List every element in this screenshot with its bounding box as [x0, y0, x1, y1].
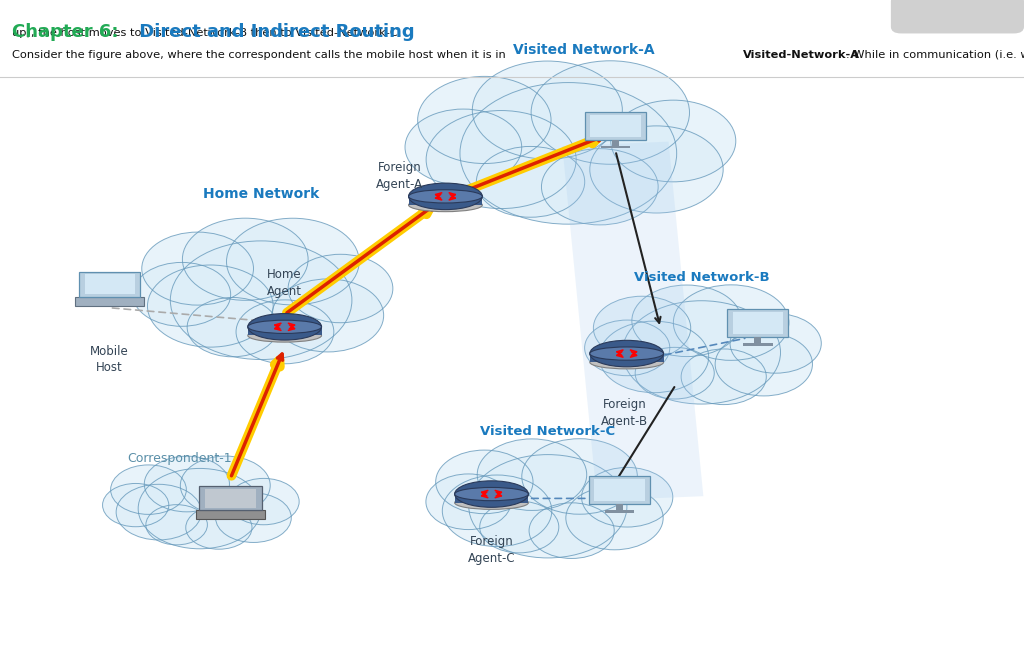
Polygon shape: [248, 327, 322, 335]
Bar: [743, 343, 772, 346]
Bar: [85, 274, 134, 294]
Bar: [205, 488, 256, 508]
Text: Foreign
Agent-A: Foreign Agent-A: [376, 161, 423, 191]
Text: Visited Network-A: Visited Network-A: [513, 43, 654, 57]
Bar: [199, 486, 262, 510]
Ellipse shape: [248, 329, 322, 342]
Bar: [601, 146, 630, 149]
Ellipse shape: [455, 481, 528, 507]
Bar: [589, 476, 650, 504]
Text: Home Network: Home Network: [203, 187, 319, 201]
Bar: [605, 510, 634, 513]
Ellipse shape: [590, 356, 664, 369]
Bar: [590, 115, 641, 137]
Text: Mobile
Host: Mobile Host: [90, 345, 129, 374]
Ellipse shape: [409, 190, 482, 203]
Text: Chapter 6:: Chapter 6:: [12, 23, 119, 41]
Text: Home
Agent: Home Agent: [267, 268, 302, 298]
Text: Visited Network-B: Visited Network-B: [634, 271, 769, 284]
Bar: [75, 296, 144, 306]
Bar: [732, 312, 783, 334]
Ellipse shape: [590, 347, 664, 360]
Bar: [611, 140, 620, 147]
Ellipse shape: [248, 320, 322, 333]
Ellipse shape: [409, 199, 482, 211]
Text: Correspondent-1: Correspondent-1: [127, 452, 231, 465]
Polygon shape: [562, 142, 703, 500]
Text: Consider the figure above, where the correspondent calls the mobile host when it: Consider the figure above, where the cor…: [12, 50, 510, 60]
Ellipse shape: [248, 314, 322, 340]
Bar: [727, 309, 788, 337]
Polygon shape: [590, 354, 664, 362]
Bar: [615, 504, 624, 511]
Text: Visited Network-C: Visited Network-C: [480, 425, 615, 438]
Ellipse shape: [455, 496, 528, 509]
Text: Visited-Network-A: Visited-Network-A: [743, 50, 860, 60]
Text: up), the host moves to Visited-Network-B then to Visited-Network-C.: up), the host moves to Visited-Network-B…: [12, 28, 401, 38]
Ellipse shape: [409, 183, 482, 209]
Bar: [79, 272, 140, 297]
Bar: [754, 337, 762, 344]
Polygon shape: [409, 197, 482, 205]
Ellipse shape: [590, 341, 664, 367]
Text: Foreign
Agent-B: Foreign Agent-B: [601, 398, 648, 427]
Polygon shape: [455, 494, 528, 502]
Text: . While in communication (i.e. without hanging-: . While in communication (i.e. without h…: [846, 50, 1024, 60]
Bar: [594, 479, 645, 502]
Text: Foreign
Agent-C: Foreign Agent-C: [468, 535, 515, 565]
Ellipse shape: [455, 488, 528, 500]
Bar: [585, 112, 646, 140]
Bar: [196, 510, 265, 519]
Text: Direct and Indirect Routing: Direct and Indirect Routing: [108, 23, 414, 41]
